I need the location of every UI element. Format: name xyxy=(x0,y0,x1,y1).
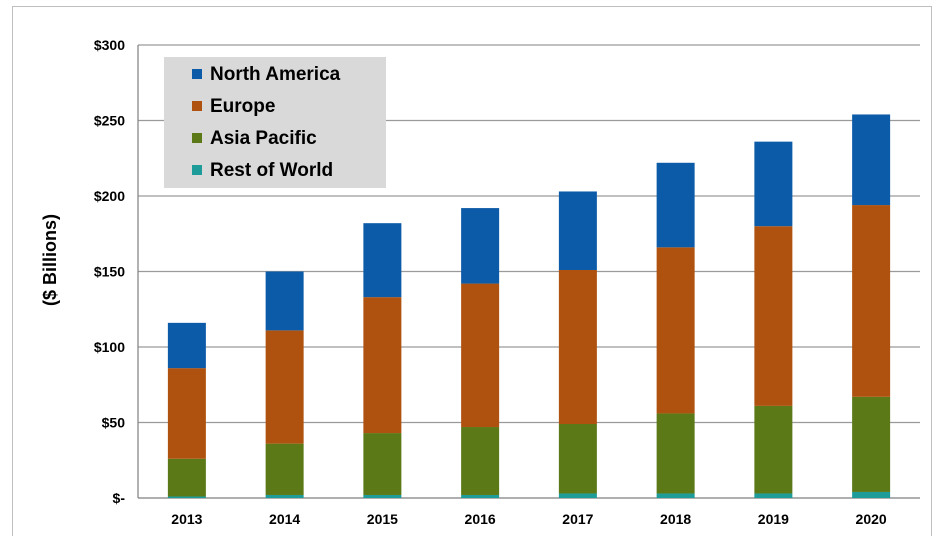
x-tick-label: 2018 xyxy=(660,511,691,527)
bar-rest-of-world-2020 xyxy=(852,491,891,498)
x-tick-label: 2019 xyxy=(758,511,789,527)
bar-rest-of-world-2019 xyxy=(754,493,793,498)
bar-north-america-2018 xyxy=(656,162,695,248)
bar-europe-2013 xyxy=(167,368,206,459)
legend-swatch xyxy=(192,165,202,175)
y-tick-label: $250 xyxy=(94,113,125,129)
y-tick-label: $50 xyxy=(102,415,126,431)
y-axis-label: ($ Billions) xyxy=(40,214,60,306)
bar-rest-of-world-2017 xyxy=(558,493,597,498)
legend-label: North America xyxy=(210,64,341,85)
legend-swatch xyxy=(192,69,202,79)
bar-europe-2017 xyxy=(558,269,597,425)
y-tick-label: $150 xyxy=(94,264,125,280)
legend-label: Rest of World xyxy=(210,160,333,181)
bar-europe-2019 xyxy=(754,226,793,406)
y-tick-label: $100 xyxy=(94,339,125,355)
bar-asia-pacific-2014 xyxy=(265,443,304,495)
bar-north-america-2017 xyxy=(558,191,597,270)
bar-rest-of-world-2015 xyxy=(363,494,402,498)
legend-label: Asia Pacific xyxy=(210,128,317,149)
y-axis-ticks: $- $50 $100 $150 $200 $250 $300 xyxy=(94,37,125,506)
bar-asia-pacific-2019 xyxy=(754,405,793,494)
bar-asia-pacific-2018 xyxy=(656,413,695,494)
x-tick-label: 2013 xyxy=(171,511,202,527)
bar-asia-pacific-2016 xyxy=(461,427,500,495)
bar-asia-pacific-2017 xyxy=(558,424,597,494)
bar-europe-2014 xyxy=(265,330,304,444)
legend: North America Europe Asia Pacific Rest of W… xyxy=(164,57,386,188)
bar-europe-2018 xyxy=(656,247,695,414)
bar-north-america-2020 xyxy=(852,114,891,206)
legend-label: Europe xyxy=(210,96,275,117)
bar-rest-of-world-2013 xyxy=(167,496,206,498)
legend-swatch xyxy=(192,101,202,111)
bar-asia-pacific-2020 xyxy=(852,396,891,492)
bar-rest-of-world-2018 xyxy=(656,493,695,498)
x-tick-label: 2015 xyxy=(367,511,398,527)
y-tick-label: $300 xyxy=(94,37,125,53)
x-tick-label: 2014 xyxy=(269,511,300,527)
bar-north-america-2019 xyxy=(754,141,793,227)
x-axis-ticks: 2013 2014 2015 2016 2017 2018 2019 2020 xyxy=(171,511,887,527)
bar-europe-2020 xyxy=(852,205,891,397)
bar-north-america-2015 xyxy=(363,223,402,298)
bar-north-america-2014 xyxy=(265,271,304,331)
legend-swatch xyxy=(192,133,202,143)
x-tick-label: 2017 xyxy=(562,511,593,527)
bar-asia-pacific-2015 xyxy=(363,433,402,495)
x-tick-label: 2016 xyxy=(465,511,496,527)
bar-asia-pacific-2013 xyxy=(167,458,206,497)
y-tick-label: $200 xyxy=(94,188,125,204)
y-tick-label: $- xyxy=(113,490,126,506)
bar-rest-of-world-2014 xyxy=(265,494,304,498)
chart-frame xyxy=(12,6,932,536)
x-tick-label: 2020 xyxy=(856,511,887,527)
bar-rest-of-world-2016 xyxy=(461,494,500,498)
bar-europe-2016 xyxy=(461,283,500,428)
bar-north-america-2016 xyxy=(461,208,500,284)
bar-europe-2015 xyxy=(363,297,402,434)
bar-north-america-2013 xyxy=(167,322,206,369)
bars xyxy=(167,114,891,498)
